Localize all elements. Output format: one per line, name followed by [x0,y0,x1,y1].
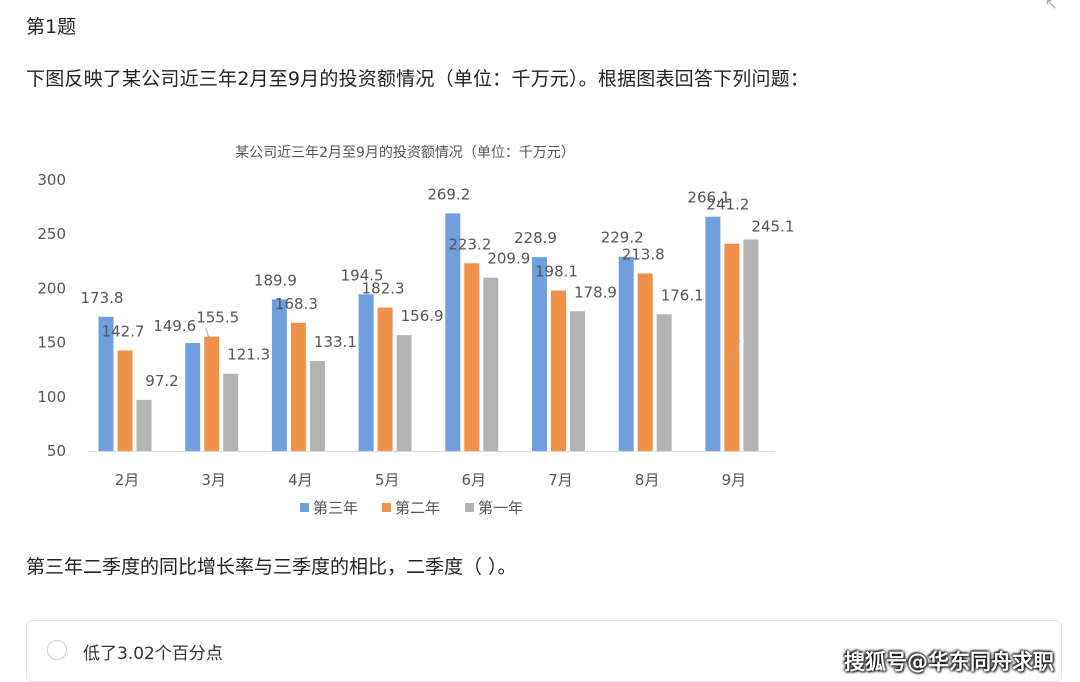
data-label: 97.2 [145,372,178,390]
data-label: 229.2 [601,229,644,247]
leader-line [729,339,741,366]
data-label: 149.6 [153,317,196,335]
bar-third-year [618,256,634,451]
bar-third-year [271,299,287,451]
y-tick-label: 50 [47,442,66,460]
data-label: 241.2 [706,196,749,214]
data-label: 245.1 [751,218,794,236]
data-label: 142.7 [102,323,145,341]
bar-third-year [445,213,461,451]
legend-swatch [300,503,309,512]
bar-first-year [396,335,412,451]
data-label: 173.8 [81,289,124,307]
bar-chart: 某公司近三年2月至9月的投资额情况（单位：千万元） 50 100 150 200 250… [37,145,794,517]
bar-first-year [656,314,672,451]
x-tick-label: 9月 [722,471,747,489]
data-label: 213.8 [622,245,665,263]
x-tick-label: 2月 [115,471,140,489]
bar-third-year [358,294,374,451]
option-label: 低了3.02个百分点 [83,644,223,664]
bar-third-year [185,343,201,451]
x-tick-label: 8月 [635,471,660,489]
corner-icon: ↖ [1044,0,1058,13]
bar-first-year [223,373,239,451]
legend-label: 第二年 [395,499,440,517]
y-tick-label: 200 [37,279,66,297]
data-label: 168.3 [275,295,318,313]
bar-second-year [117,350,133,451]
legend-swatch [382,503,391,512]
chart: 某公司近三年2月至9月的投资额情况（单位：千万元） 50 100 150 200 250… [0,120,820,540]
data-label: 269.2 [427,185,470,203]
bar-second-year [724,243,740,451]
bar-first-year [136,399,152,451]
legend-label: 第一年 [478,499,523,517]
bar-first-year [743,239,759,451]
data-label: 133.1 [314,333,357,351]
data-label: 155.5 [196,309,239,327]
y-tick-label: 300 [37,171,66,189]
legend-swatch [465,503,474,512]
x-tick-label: 4月 [288,471,313,489]
x-tick-label: 5月 [375,471,400,489]
data-label: 189.9 [254,271,297,289]
data-label: 209.9 [487,250,530,268]
radio-button[interactable] [47,640,67,660]
sub-question: 第三年二季度的同比增长率与三季度的相比，二季度（ ）。 [26,556,517,578]
y-tick-label: 100 [37,388,66,406]
data-label: 178.9 [574,283,617,301]
data-label: 156.9 [401,307,444,325]
leader-line [205,327,211,341]
data-label: 121.3 [227,346,270,364]
bar-second-year [377,307,393,451]
data-label: 176.1 [661,286,704,304]
x-tick-label: 6月 [462,471,487,489]
data-label: 266.1 [687,189,730,207]
question-stem: 下图反映了某公司近三年2月至9月的投资额情况（单位：千万元）。根据图表回答下列问… [26,68,810,90]
data-label: 182.3 [362,280,405,298]
bar-first-year [570,311,585,451]
watermark: 搜狐号@华东同舟求职 [844,650,1054,674]
bar-first-year [309,360,325,451]
question-number: 第1题 [26,16,77,38]
y-tick-label: 250 [37,225,66,243]
legend-label: 第三年 [313,499,358,517]
y-tick-label: 150 [37,334,66,352]
bar-third-year [705,216,721,451]
data-label: 194.5 [341,266,384,284]
bar-second-year [551,290,566,451]
x-tick-label: 7月 [548,471,573,489]
bar-second-year [204,336,220,451]
bar-third-year [532,257,547,451]
option-a[interactable]: 低了3.02个百分点 [26,620,1062,682]
data-label: 223.2 [448,235,491,253]
bar-first-year [483,277,499,451]
bar-second-year [637,273,653,451]
bar-second-year [290,322,306,451]
bar-third-year [98,316,114,451]
data-label: 228.9 [514,229,557,247]
chart-title: 某公司近三年2月至9月的投资额情况（单位：千万元） [235,145,575,161]
x-tick-label: 3月 [201,471,226,489]
data-label: 198.1 [535,262,578,280]
bar-second-year [464,263,480,451]
